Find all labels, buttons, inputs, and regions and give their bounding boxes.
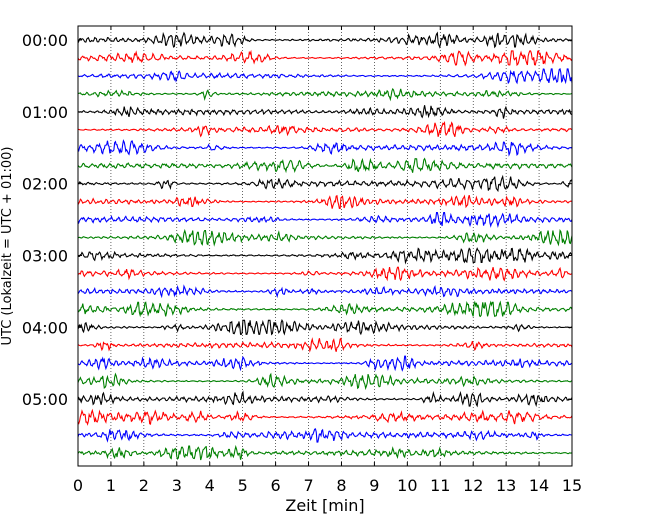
trace-row-24: [77, 444, 573, 461]
trace-row-5: [77, 105, 573, 119]
y-axis-label: UTC (Lokalzeit = UTC + 01:00): [0, 147, 15, 346]
x-tick-label: 11: [430, 476, 450, 495]
trace-row-19: [77, 355, 573, 372]
plot-frame: [77, 25, 573, 467]
y-tick-label: 01:00: [22, 103, 68, 122]
trace-row-15: [77, 284, 573, 299]
trace-row-7: [77, 139, 573, 157]
x-tick-label: 2: [139, 476, 149, 495]
trace-row-9: [77, 174, 573, 193]
x-tick-label: 3: [172, 476, 182, 495]
trace-row-17: [77, 319, 573, 336]
trace-row-2: [77, 49, 573, 67]
x-tick-label: 5: [238, 476, 248, 495]
trace-row-21: [77, 390, 573, 408]
y-tick-label: 03:00: [22, 246, 68, 265]
y-tick-label: 02:00: [22, 175, 68, 194]
x-tick-label: 9: [369, 476, 379, 495]
trace-row-11: [77, 212, 573, 229]
x-tick-label: 13: [496, 476, 516, 495]
x-tick-label: 12: [463, 476, 483, 495]
x-tick-label: 7: [303, 476, 313, 495]
x-tick-label: 0: [73, 476, 83, 495]
trace-row-16: [77, 300, 573, 318]
x-tick-label: 14: [529, 476, 549, 495]
y-tick-label: 04:00: [22, 318, 68, 337]
trace-row-3: [77, 67, 573, 85]
plot-area: [78, 26, 572, 466]
trace-row-14: [77, 266, 573, 282]
trace-row-10: [77, 194, 573, 210]
trace-row-23: [77, 428, 573, 443]
trace-row-8: [77, 157, 573, 174]
trace-row-6: [77, 121, 573, 138]
y-tick-label: 00:00: [22, 31, 68, 50]
trace-row-22: [77, 408, 573, 426]
y-axis-ticks: 00:00 01:00 02:00 03:00 04:00 05:00: [22, 31, 572, 409]
trace-row-4: [77, 87, 573, 102]
trace-row-12: [77, 228, 573, 247]
seismic-traces: [77, 31, 573, 461]
x-tick-label: 4: [205, 476, 215, 495]
x-tick-label: 10: [397, 476, 417, 495]
x-tick-label: 15: [562, 476, 582, 495]
x-axis-label: Zeit [min]: [285, 496, 364, 515]
x-tick-label: 6: [271, 476, 281, 495]
x-tick-label: 8: [336, 476, 346, 495]
trace-row-18: [77, 337, 573, 353]
trace-row-1: [77, 31, 573, 49]
y-tick-label: 05:00: [22, 390, 68, 409]
x-tick-label: 1: [106, 476, 116, 495]
trace-row-13: [77, 247, 573, 265]
trace-row-20: [77, 372, 573, 391]
x-axis-ticks: 0 1 2 3 4 5 6 7 8 9 10 11 12 13 14 15: [73, 26, 582, 495]
